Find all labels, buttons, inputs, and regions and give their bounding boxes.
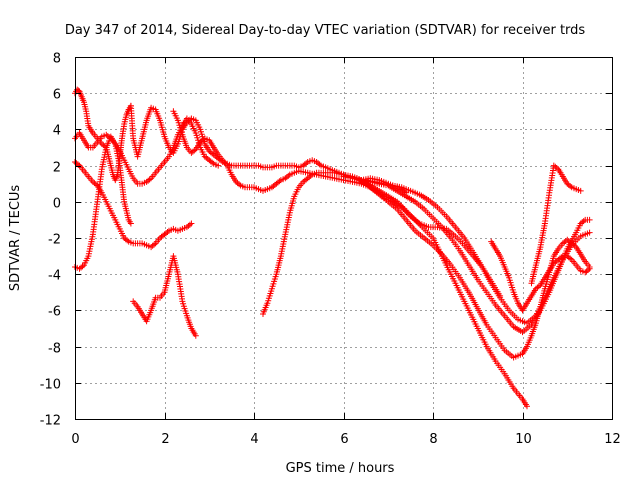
x-tick-label: 12 (604, 432, 621, 447)
series-sat-m (528, 162, 584, 287)
y-tick-label: 2 (53, 161, 61, 176)
data-point-markers (528, 162, 584, 287)
grid-lines (75, 57, 612, 419)
data-point-markers (353, 175, 504, 299)
series-sat-k (353, 175, 504, 299)
axis-ticks (75, 57, 613, 420)
x-axis-label: GPS time / hours (286, 461, 395, 476)
chart-title: Day 347 of 2014, Sidereal Day-to-day VTE… (65, 23, 586, 38)
y-tick-labels: -12 -10 -8 -6 -4 -2 0 2 4 6 8 (40, 52, 61, 429)
x-tick-labels: 0 2 4 6 8 10 12 (71, 432, 620, 447)
x-tick-label: 0 (71, 432, 79, 447)
y-tick-label: -6 (48, 305, 61, 320)
data-marks (72, 86, 593, 410)
series-sat-l (488, 238, 593, 314)
y-tick-label: 6 (53, 88, 61, 103)
y-axis-label: SDTVAR / TECUs (8, 185, 23, 292)
y-tick-label: -2 (48, 233, 61, 248)
y-tick-label: -10 (40, 378, 61, 393)
y-tick-label: 0 (53, 197, 61, 212)
y-tick-label: -12 (40, 414, 61, 429)
x-tick-label: 2 (161, 432, 169, 447)
x-tick-label: 8 (429, 432, 437, 447)
y-tick-label: -4 (48, 269, 61, 284)
y-tick-label: -8 (48, 342, 61, 357)
data-point-markers (488, 238, 593, 314)
series-sat-f (130, 253, 199, 339)
y-tick-label: 4 (53, 124, 61, 139)
x-tick-label: 10 (515, 432, 532, 447)
y-tick-label: 8 (53, 52, 61, 67)
x-tick-label: 6 (340, 432, 348, 447)
x-tick-label: 4 (250, 432, 258, 447)
data-point-markers (130, 253, 199, 339)
